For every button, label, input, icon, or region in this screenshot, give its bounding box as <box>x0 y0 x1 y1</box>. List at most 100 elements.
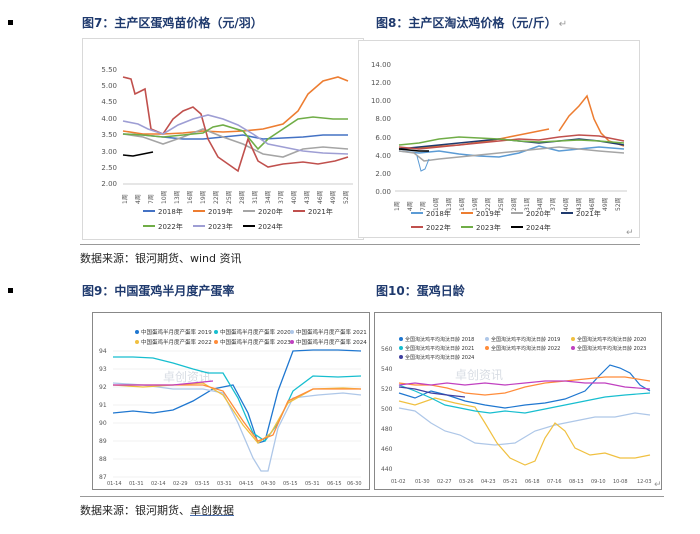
fig9-legend-label: 中国蛋鸡半月度产蛋率 2023 <box>220 338 291 346</box>
fig10-series-2020 <box>398 397 651 466</box>
fig9-legend-dot <box>290 330 294 334</box>
fig8-xtick: 40周 <box>563 197 570 211</box>
fig8-xtick: 25周 <box>498 197 505 211</box>
fig10-ytick: 480 <box>381 426 393 433</box>
fig8-legend-label: 2021年 <box>576 209 601 218</box>
fig9-series-2019 <box>112 349 362 444</box>
fig8-title: 图8：主产区淘汰鸡价格（元/斤） ↵ <box>376 16 568 30</box>
fig7-legend-label: 2018年 <box>158 207 183 216</box>
fig9-legend-label: 中国蛋鸡半月度产蛋率 2022 <box>141 338 212 346</box>
fig7-legend-label: 2024年 <box>258 222 283 231</box>
fig8-xtick: 13周 <box>446 197 453 211</box>
fig8-xtick: 28周 <box>511 197 518 211</box>
fig9-series-2024 <box>113 380 214 386</box>
fig9-xtick: 03-15 <box>195 481 210 487</box>
fig7-xtick: 37周 <box>278 190 285 204</box>
fig9-xtick: 02-14 <box>151 481 166 487</box>
source-1: 数据来源：银河期货、wind 资讯 <box>80 250 242 266</box>
fig9-xtick: 01-14 <box>107 481 122 487</box>
fig8-series-2019b <box>558 94 625 147</box>
fig9-xticks: 01-14 01-31 02-14 02-29 03-15 03-31 04-1… <box>107 481 362 487</box>
divider-bottom <box>80 496 664 497</box>
fig8-chart: 14.00 12.00 10.00 8.00 6.00 4.00 2.00 0.… <box>358 40 640 238</box>
fig10-ytick: 560 <box>381 346 393 353</box>
fig10-xtick: 10-08 <box>613 479 628 485</box>
fig9-xtick: 05-15 <box>283 481 298 487</box>
fig10-legend-label: 全国淘汰鸡平均淘汰日龄 2024 <box>405 354 474 361</box>
fig8-xtick: 4周 <box>407 201 414 211</box>
fig7-series-2024 <box>122 151 154 157</box>
fig8-xtick: 19周 <box>472 197 479 211</box>
fig8-xtick: 49周 <box>602 197 609 211</box>
fig7-legend-label: 2023年 <box>208 222 233 231</box>
fig8-xtick: 7周 <box>420 201 427 211</box>
fig7-xtick: 31周 <box>252 190 259 204</box>
fig7-series-2020 <box>122 128 349 158</box>
fig8-legend-label: 2018年 <box>426 209 451 218</box>
fig10-series-2021 <box>398 384 651 414</box>
fig8-series <box>398 94 625 172</box>
fig9-xtick: 05-31 <box>305 481 320 487</box>
fig9-yticks: 94 93 92 91 90 89 88 87 <box>99 348 107 481</box>
fig9-series-2021 <box>112 382 362 472</box>
fig10-legend-dot <box>485 346 489 350</box>
fig7-xtick: 52周 <box>343 190 350 204</box>
fig9-xtick: 06-30 <box>347 481 362 487</box>
fig7-xtick: 13周 <box>174 190 181 204</box>
fig10-legend-label: 全国淘汰鸡平均淘汰日龄 2019 <box>491 336 560 343</box>
fig9-xtick: 04-30 <box>261 481 276 487</box>
fig10-yticks: 560 540 520 500 480 460 440 <box>381 346 393 473</box>
fig8-xtick: 16周 <box>459 197 466 211</box>
fig7-series-2023 <box>122 114 349 155</box>
fig7-xtick: 49周 <box>330 190 337 204</box>
fig10-legend-label: 全国淘汰鸡平均淘汰日龄 2022 <box>491 345 560 352</box>
fig9-ytick: 88 <box>99 456 107 463</box>
fig10-watermark: 卓创资讯 <box>455 368 503 382</box>
fig10-legend-label: 全国淘汰鸡平均淘汰日龄 2021 <box>405 345 474 352</box>
fig8-ytick: 6.00 <box>375 134 391 142</box>
fig10-xtick: 02-27 <box>437 479 452 485</box>
fig10-xtick: 03-26 <box>459 479 474 485</box>
fig7-ytick: 5.00 <box>101 82 117 90</box>
fig7-title: 图7：主产区蛋鸡苗价格（元/羽） <box>82 16 263 30</box>
bullet-fig7 <box>8 20 13 25</box>
fig8-xticks: 1周 4周 7周 10周 13周 16周 19周 22周 25周 28周 31周… <box>394 197 622 211</box>
fig8-legend-label: 2020年 <box>526 209 551 218</box>
fig10-xtick: 07-16 <box>547 479 562 485</box>
fig9-legend-dot <box>214 340 218 344</box>
fig9-ytick: 90 <box>99 420 107 427</box>
fig7-series-2019 <box>122 76 349 135</box>
fig10-series-2019 <box>398 407 651 446</box>
fig10-chart: 全国淘汰鸡平均淘汰日龄 2018 全国淘汰鸡平均淘汰日龄 2019 全国淘汰鸡平… <box>374 312 662 490</box>
fig10-legend-label: 全国淘汰鸡平均淘汰日龄 2018 <box>405 336 474 343</box>
fig10-legend: 全国淘汰鸡平均淘汰日龄 2018 全国淘汰鸡平均淘汰日龄 2019 全国淘汰鸡平… <box>399 336 646 361</box>
fig8-xtick: 34周 <box>537 197 544 211</box>
fig7-ytick: 4.50 <box>101 98 117 106</box>
fig9-xtick: 04-15 <box>239 481 254 487</box>
fig10-ytick: 460 <box>381 446 393 453</box>
fig7-svg: 5.50 5.00 4.50 4.00 3.50 3.00 2.50 2.00 … <box>101 66 353 231</box>
fig8-legend-label: 2024年 <box>526 223 551 232</box>
fig10-series-2023 <box>398 380 651 390</box>
fig10-title: 图10：蛋鸡日龄 <box>376 284 465 298</box>
fig9-legend-label: 中国蛋鸡半月度产蛋率 2024 <box>296 338 367 346</box>
fig8-yticks: 14.00 12.00 10.00 8.00 6.00 4.00 2.00 0.… <box>371 61 391 196</box>
fig9-legend-dot <box>135 340 139 344</box>
fig7-legend-label: 2021年 <box>308 207 333 216</box>
fig10-series-2018 <box>398 364 651 409</box>
fig10-xtick: 06-18 <box>525 479 540 485</box>
fig7-legend: 2018年 2019年 2020年 2021年 2022年 2023年 2024… <box>143 207 333 231</box>
fig8-ytick: 0.00 <box>375 188 391 196</box>
fig8-series-2018-dip <box>416 155 430 172</box>
fig10-legend-dot <box>399 337 403 341</box>
fig10-ytick: 500 <box>381 406 393 413</box>
fig9-svg: 中国蛋鸡半月度产蛋率 2019 中国蛋鸡半月度产蛋率 2020 中国蛋鸡半月度产… <box>99 328 367 487</box>
source-1-prefix: 数据来源： <box>80 252 135 265</box>
fig9-chart: 中国蛋鸡半月度产蛋率 2019 中国蛋鸡半月度产蛋率 2020 中国蛋鸡半月度产… <box>92 312 370 490</box>
fig8-legend-label: 2022年 <box>426 223 451 232</box>
fig9-ytick: 89 <box>99 438 107 445</box>
fig9-legend-label: 中国蛋鸡半月度产蛋率 2020 <box>220 328 291 336</box>
fig7-xtick: 16周 <box>187 190 194 204</box>
fig9-xtick: 02-29 <box>173 481 188 487</box>
fig7-xtick: 10周 <box>161 190 168 204</box>
